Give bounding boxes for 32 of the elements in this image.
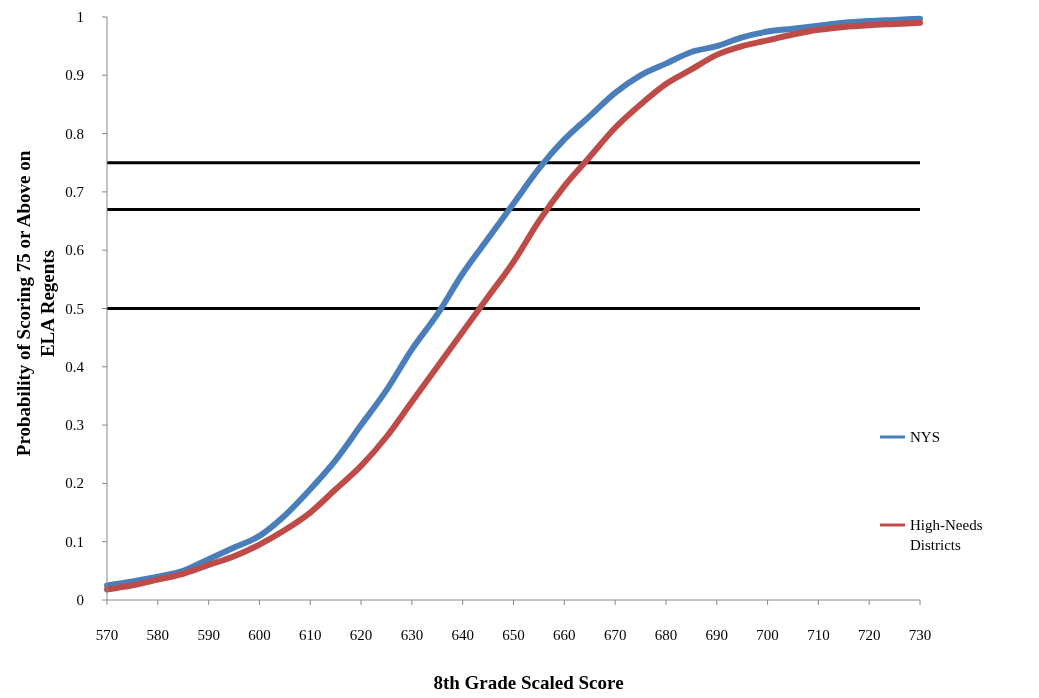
y-tick-label: 0 xyxy=(76,592,84,608)
y-tick-label: 0.8 xyxy=(65,125,84,142)
x-tick-label: 700 xyxy=(756,627,779,643)
y-tick-label: 0.1 xyxy=(65,533,84,550)
y-tick-label: 1 xyxy=(76,9,84,25)
y-axis-title: Probability of Scoring 75 or Above on ELA Regents xyxy=(13,150,58,457)
y-tick-label: 0.7 xyxy=(65,183,85,200)
x-tick-label: 600 xyxy=(248,627,271,643)
x-tick-label: 580 xyxy=(146,627,170,643)
y-tick-label: 0.9 xyxy=(65,67,84,84)
y-tick-label: 0.6 xyxy=(65,242,85,259)
x-tick-label: 650 xyxy=(502,627,525,643)
x-tick-label: 710 xyxy=(807,627,830,643)
x-axis-title: 8th Grade Scaled Score xyxy=(433,672,624,693)
x-tick-label: 680 xyxy=(654,627,678,643)
y-tick-label: 0.4 xyxy=(65,358,85,375)
x-tick-label: 630 xyxy=(400,627,424,643)
x-tick-label: 690 xyxy=(705,627,728,643)
x-tick-label: 660 xyxy=(553,627,576,643)
y-tick-label: 0.5 xyxy=(65,300,84,317)
legend-label: High-Needs Districts xyxy=(910,517,983,553)
x-tick-label: 670 xyxy=(603,627,627,643)
x-tick-label: 730 xyxy=(908,627,932,643)
x-tick-label: 590 xyxy=(197,627,220,643)
y-tick-label: 0.3 xyxy=(65,417,84,434)
x-tick-label: 570 xyxy=(95,627,119,643)
x-tick-label: 640 xyxy=(451,627,474,643)
y-tick-label: 0.2 xyxy=(65,475,84,492)
x-tick-label: 610 xyxy=(299,627,322,643)
x-tick-label: 720 xyxy=(857,627,881,643)
x-tick-label: 620 xyxy=(349,627,373,643)
legend-label: NYS xyxy=(910,429,941,445)
